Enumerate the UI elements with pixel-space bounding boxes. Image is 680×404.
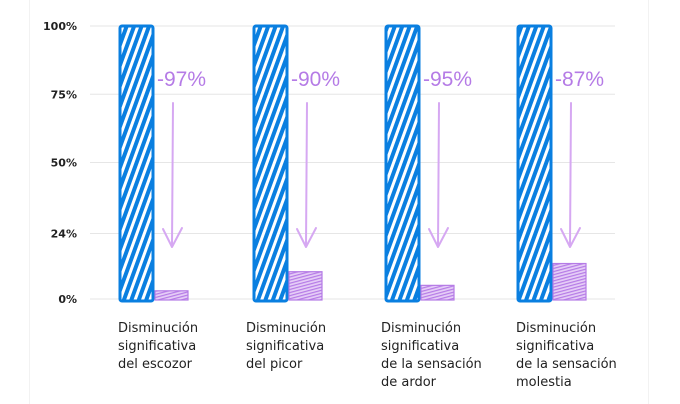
bar-after (154, 290, 189, 301)
x-category-label-line: de la sensación (516, 357, 617, 372)
down-arrow-shaft (305, 102, 308, 247)
x-category-label-line: significativa (516, 339, 595, 354)
down-arrow-head-icon (560, 227, 581, 248)
down-arrow-shaft (171, 102, 174, 247)
y-tick-label: 75% (51, 88, 77, 101)
y-tick-label: 24% (51, 227, 77, 240)
bar-after (288, 271, 323, 301)
reduction-label: -97% (157, 68, 206, 91)
reduction-label: -90% (291, 68, 340, 91)
x-category-label-line: significativa (246, 339, 325, 354)
reduction-label: -95% (423, 68, 472, 91)
x-category-label: Disminución significativa del picor (246, 320, 376, 374)
bar-before (384, 24, 421, 303)
down-arrow-shaft (437, 102, 440, 247)
x-category-label-line: del escozor (118, 357, 192, 372)
bar-before (252, 24, 289, 303)
down-arrow-head-icon (296, 227, 317, 248)
bar-after (420, 284, 455, 301)
bar-before (118, 24, 155, 303)
reduction-label: -87% (555, 68, 604, 91)
down-arrow-head-icon (162, 227, 183, 248)
bar-after (552, 262, 587, 301)
x-category-label-line: Disminución (381, 321, 462, 336)
x-category-label-line: molestia (516, 375, 572, 390)
y-tick-label: 50% (51, 157, 77, 170)
x-category-label: Disminución significativa de la sensación m… (516, 320, 646, 392)
x-category-label: Disminución significativa de la sensación d… (381, 320, 511, 392)
x-category-label-line: Disminución (118, 321, 199, 336)
x-category-label-line: de ardor (381, 375, 437, 390)
y-tick-label: 100% (43, 20, 77, 33)
y-tick-label: 0% (58, 293, 77, 306)
x-category-label-line: del picor (246, 357, 303, 372)
x-category-label-line: de la sensación (381, 357, 482, 372)
x-category-label-line: significativa (381, 339, 460, 354)
down-arrow-shaft (569, 102, 572, 247)
x-category-label-line: Disminución (516, 321, 597, 336)
frame-left-border (29, 0, 30, 404)
down-arrow-head-icon (428, 227, 449, 248)
x-category-label-line: significativa (118, 339, 197, 354)
bar-before (516, 24, 553, 303)
x-category-label-line: Disminución (246, 321, 327, 336)
x-category-label: Disminución significativa del escozor (118, 320, 248, 374)
frame-right-border (648, 0, 649, 404)
